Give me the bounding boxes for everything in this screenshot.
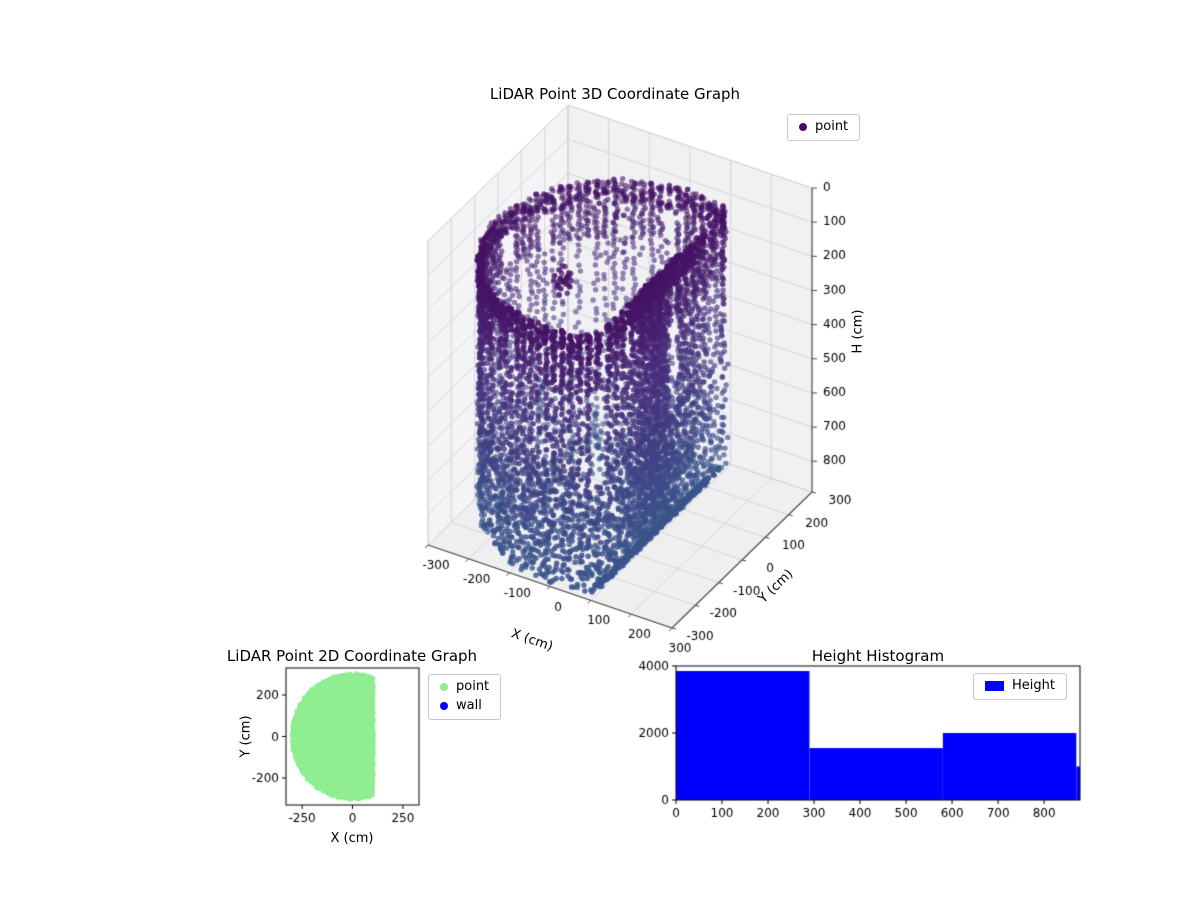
chart2d-legend-row-wall: wall [440, 697, 489, 714]
wall-marker-icon [440, 702, 448, 711]
histogram-title: Height Histogram [811, 647, 945, 665]
chart3d-legend: point [787, 114, 861, 141]
chart3d-legend-row-point: point [799, 119, 849, 135]
chart2d-xaxis-label: X (cm) [330, 831, 374, 846]
chart3d-haxis-label: H (cm) [850, 309, 866, 354]
point-marker-icon [799, 123, 807, 132]
chart3d-legend-label-point: point [815, 119, 849, 134]
height-bar-marker-icon [985, 681, 1004, 692]
chart2d-legend-row-point: point [440, 679, 490, 695]
chart2d-legend-label-point: point [456, 679, 490, 694]
chart3d-title: LiDAR Point 3D Coordinate Graph [489, 85, 741, 103]
histogram-legend-row-height: Height [985, 678, 1055, 694]
histogram-legend: Height [973, 673, 1067, 700]
histogram-legend-label-height: Height [1012, 678, 1055, 693]
chart2d-title: LiDAR Point 2D Coordinate Graph [226, 647, 478, 665]
point-marker-icon [440, 683, 448, 692]
chart2d-legend-label-wall: wall [456, 697, 482, 713]
chart2d-yaxis-label: Y (cm) [238, 715, 254, 758]
chart2d-legend: point wall [428, 674, 502, 720]
